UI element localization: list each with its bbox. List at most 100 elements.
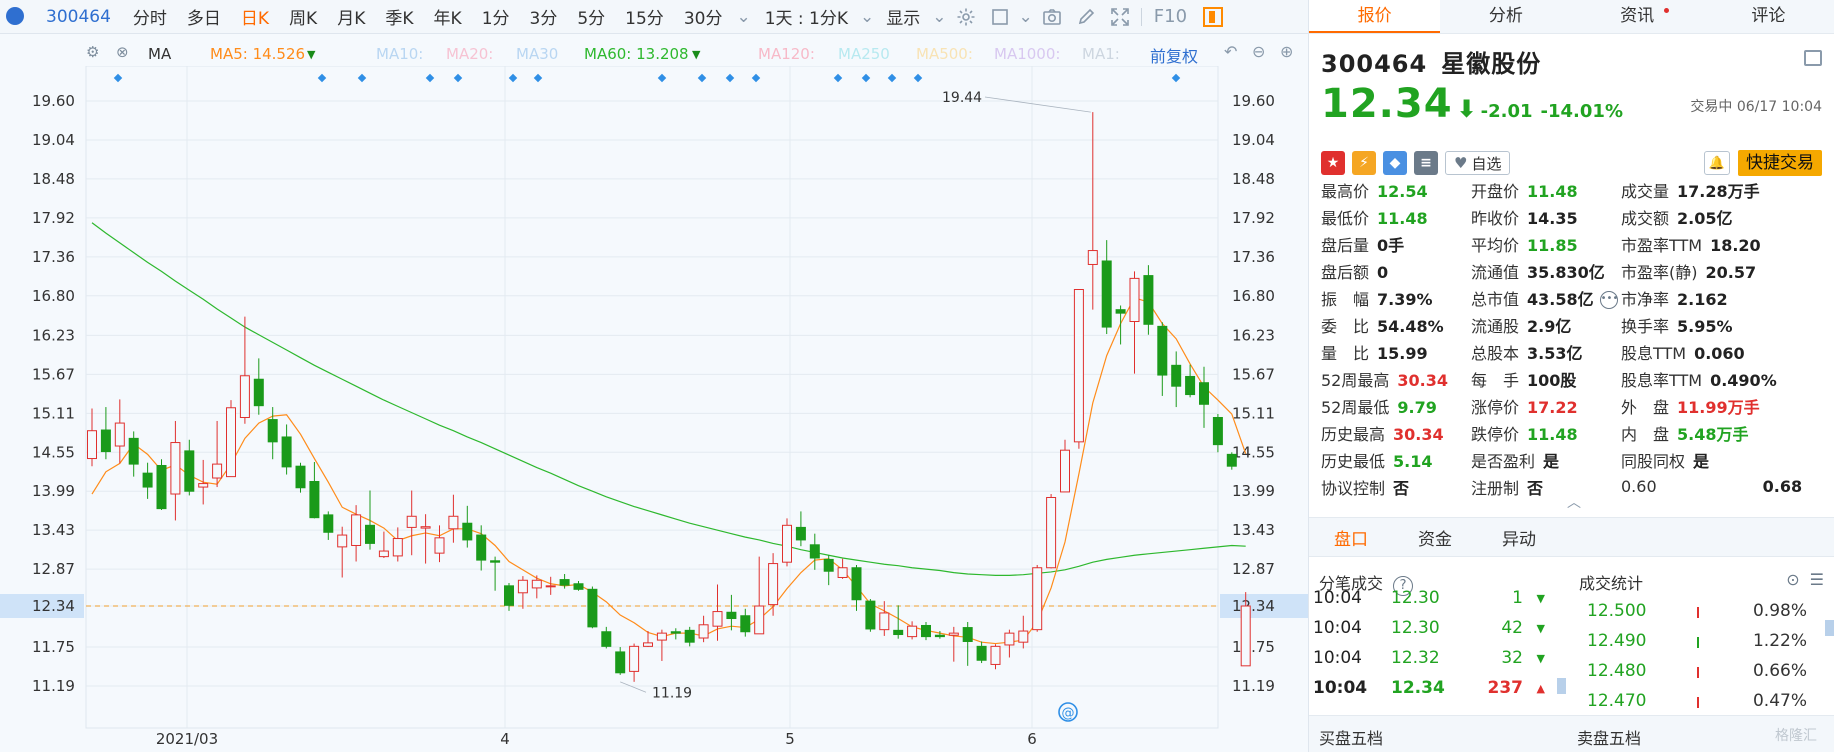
stat-value: 5.14	[1393, 451, 1433, 471]
f10-button[interactable]: F10	[1153, 6, 1188, 27]
candle-body	[934, 634, 945, 638]
stat-cell: 注册制否	[1471, 475, 1543, 499]
period-tab-15min[interactable]: 15分	[625, 9, 664, 29]
subtab-orderbook[interactable]: 盘口	[1334, 529, 1368, 550]
period-tab-multiday[interactable]: 多日	[186, 9, 221, 29]
gear-icon[interactable]	[955, 6, 977, 28]
dist-price: 12.470	[1587, 691, 1647, 710]
layout-square-icon[interactable]	[989, 6, 1011, 28]
more-options-icon[interactable]: ⊙	[1786, 570, 1800, 589]
ma10-legend[interactable]: MA10:	[376, 45, 424, 63]
period-tab-30min[interactable]: 30分	[683, 9, 723, 29]
panel-collapse-icon[interactable]	[1804, 50, 1822, 66]
period-tab-1min[interactable]: 1分	[481, 9, 510, 29]
subtab-capital[interactable]: 资金	[1418, 529, 1452, 550]
adjust-mode-button[interactable]: 前复权	[1150, 47, 1199, 66]
side-panel-toggle-icon[interactable]	[1203, 6, 1224, 27]
zoom-in-icon[interactable]: ⊕	[1280, 42, 1294, 61]
ma-settings-gear-icon[interactable]: ⚙	[86, 43, 100, 61]
tab-news[interactable]: 资讯	[1572, 0, 1703, 33]
tick-trades-list[interactable]: 10:04 12.30 1 ▼ 10:04 12.30 42 ▼ 10:04 12.32 32 ▼ 10…	[1313, 583, 1553, 698]
event-marker-icon	[357, 73, 367, 83]
trade-time: 10:04	[1313, 588, 1362, 608]
ma5-chevron-icon[interactable]: ▼	[307, 48, 316, 61]
ma-label[interactable]: MA	[148, 45, 172, 63]
camera-icon[interactable]	[1041, 6, 1063, 28]
period-tab-5min[interactable]: 5分	[577, 9, 606, 29]
ma5-legend[interactable]: MA5: 14.526	[210, 45, 306, 63]
stat-value: 0手	[1377, 235, 1405, 255]
help-question-icon[interactable]: ?	[1393, 576, 1414, 596]
candle-body	[351, 514, 362, 546]
ma20-legend[interactable]: MA20:	[446, 45, 494, 63]
period-tab-monthly[interactable]: 月K	[337, 9, 366, 29]
fullscreen-icon[interactable]	[1109, 6, 1131, 28]
quick-trade-button[interactable]: 快捷交易	[1738, 150, 1822, 176]
lightning-icon[interactable]: ⚡	[1352, 151, 1376, 175]
stat-cell: 52周最低 9.79	[1321, 394, 1437, 418]
current-price-label-left: 12.34	[32, 597, 75, 615]
ma30-legend[interactable]: MA30	[516, 45, 559, 63]
stat-cell: 协议控制否	[1321, 475, 1409, 499]
ma1-legend[interactable]: MA1:	[1082, 45, 1120, 63]
period-tab-yearly[interactable]: 年K	[433, 9, 462, 29]
kline-chart[interactable]: 19.60 19.60 19.04 19.04 18.48 18.48 17.92 17.92…	[0, 66, 1308, 752]
tab-quote[interactable]: 报价	[1309, 0, 1441, 33]
period-tab-3min[interactable]: 3分	[529, 9, 558, 29]
ma60-legend[interactable]: MA60: 13.208	[584, 45, 689, 63]
list-menu-icon[interactable]: ☰	[1809, 570, 1824, 589]
ma-close-icon[interactable]: ⊗	[116, 43, 129, 61]
kline-chart-svg[interactable]: 19.60 19.60 19.04 19.04 18.48 18.48 17.92 17.92…	[0, 66, 1308, 752]
stat-cell: 外 盘 11.99万手	[1621, 394, 1760, 418]
add-watchlist-button[interactable]: ♥ 自选	[1445, 151, 1511, 175]
candle-body	[851, 567, 862, 601]
undo-icon[interactable]: ↶	[1224, 42, 1238, 61]
stat-cell: 盘后额 0	[1321, 259, 1388, 283]
tag-icon[interactable]: ◆	[1383, 151, 1407, 175]
ma250-legend[interactable]: MA250	[838, 45, 890, 63]
dist-scrollbar[interactable]	[1825, 620, 1834, 636]
notes-icon[interactable]: ≡	[1414, 151, 1438, 175]
stock-code-tab[interactable]: 300464	[46, 6, 111, 27]
stat-value: 否	[1393, 478, 1410, 498]
sell-five-levels[interactable]: 卖盘五档	[1577, 729, 1642, 748]
stat-label: 盘后量	[1321, 235, 1370, 255]
period-tab-daily[interactable]: 日K	[240, 9, 270, 29]
more-periods-chevron-icon[interactable]: ⌄	[736, 6, 751, 27]
period-tab-timeshare[interactable]: 分时	[132, 9, 167, 29]
price-change: -2.01	[1480, 101, 1533, 122]
period-tab-weekly[interactable]: 周K	[289, 9, 318, 29]
interval-select[interactable]: 1天 : 1分K	[764, 9, 849, 29]
zoom-out-icon[interactable]: ⊖	[1252, 42, 1266, 61]
collapse-stats-chevron-icon[interactable]: ︿	[1567, 495, 1581, 511]
tab-comments[interactable]: 评论	[1703, 0, 1834, 33]
subtab-movement[interactable]: 异动	[1502, 529, 1536, 550]
stat-label: 内 盘	[1621, 424, 1670, 444]
more-valuation-icon[interactable]: •••	[1599, 291, 1618, 309]
candle-body	[948, 632, 959, 636]
stat-cell: 昨收价 14.35	[1471, 205, 1578, 229]
dist-pct: 1.22%	[1752, 631, 1807, 651]
period-tab-quarterly[interactable]: 季K	[385, 9, 414, 29]
stat-cell: 最高价 12.54	[1321, 178, 1428, 202]
ma500-legend[interactable]: MA500:	[916, 45, 973, 63]
layout-chevron-icon[interactable]: ⌄	[1018, 6, 1033, 27]
china-flag-icon[interactable]: ★	[1321, 151, 1345, 175]
interval-chevron-icon[interactable]: ⌄	[860, 6, 875, 27]
at-mention-icon	[1058, 702, 1078, 722]
buy-five-levels[interactable]: 买盘五档	[1319, 729, 1384, 748]
display-chevron-icon[interactable]: ⌄	[932, 6, 947, 27]
stat-cell: 历史最高 30.34	[1321, 421, 1444, 445]
tab-analysis[interactable]: 分析	[1440, 0, 1571, 33]
bell-icon[interactable]: 🔔	[1704, 151, 1730, 175]
stat-label: 每 手	[1471, 370, 1520, 390]
ma120-legend[interactable]: MA120:	[758, 45, 815, 63]
pencil-draw-icon[interactable]	[1075, 6, 1097, 28]
trades-scrollbar[interactable]	[1557, 678, 1566, 694]
display-menu[interactable]: 显示	[886, 9, 921, 29]
price-distribution-list[interactable]: 12.500 0.98% 12.490 1.22% 12.480 0.66% 12.470 0…	[1579, 595, 1819, 710]
candle-body	[1073, 289, 1084, 443]
dist-bar	[1697, 637, 1699, 648]
ma60-chevron-icon[interactable]: ▼	[692, 48, 701, 61]
ma1000-legend[interactable]: MA1000:	[994, 45, 1061, 63]
